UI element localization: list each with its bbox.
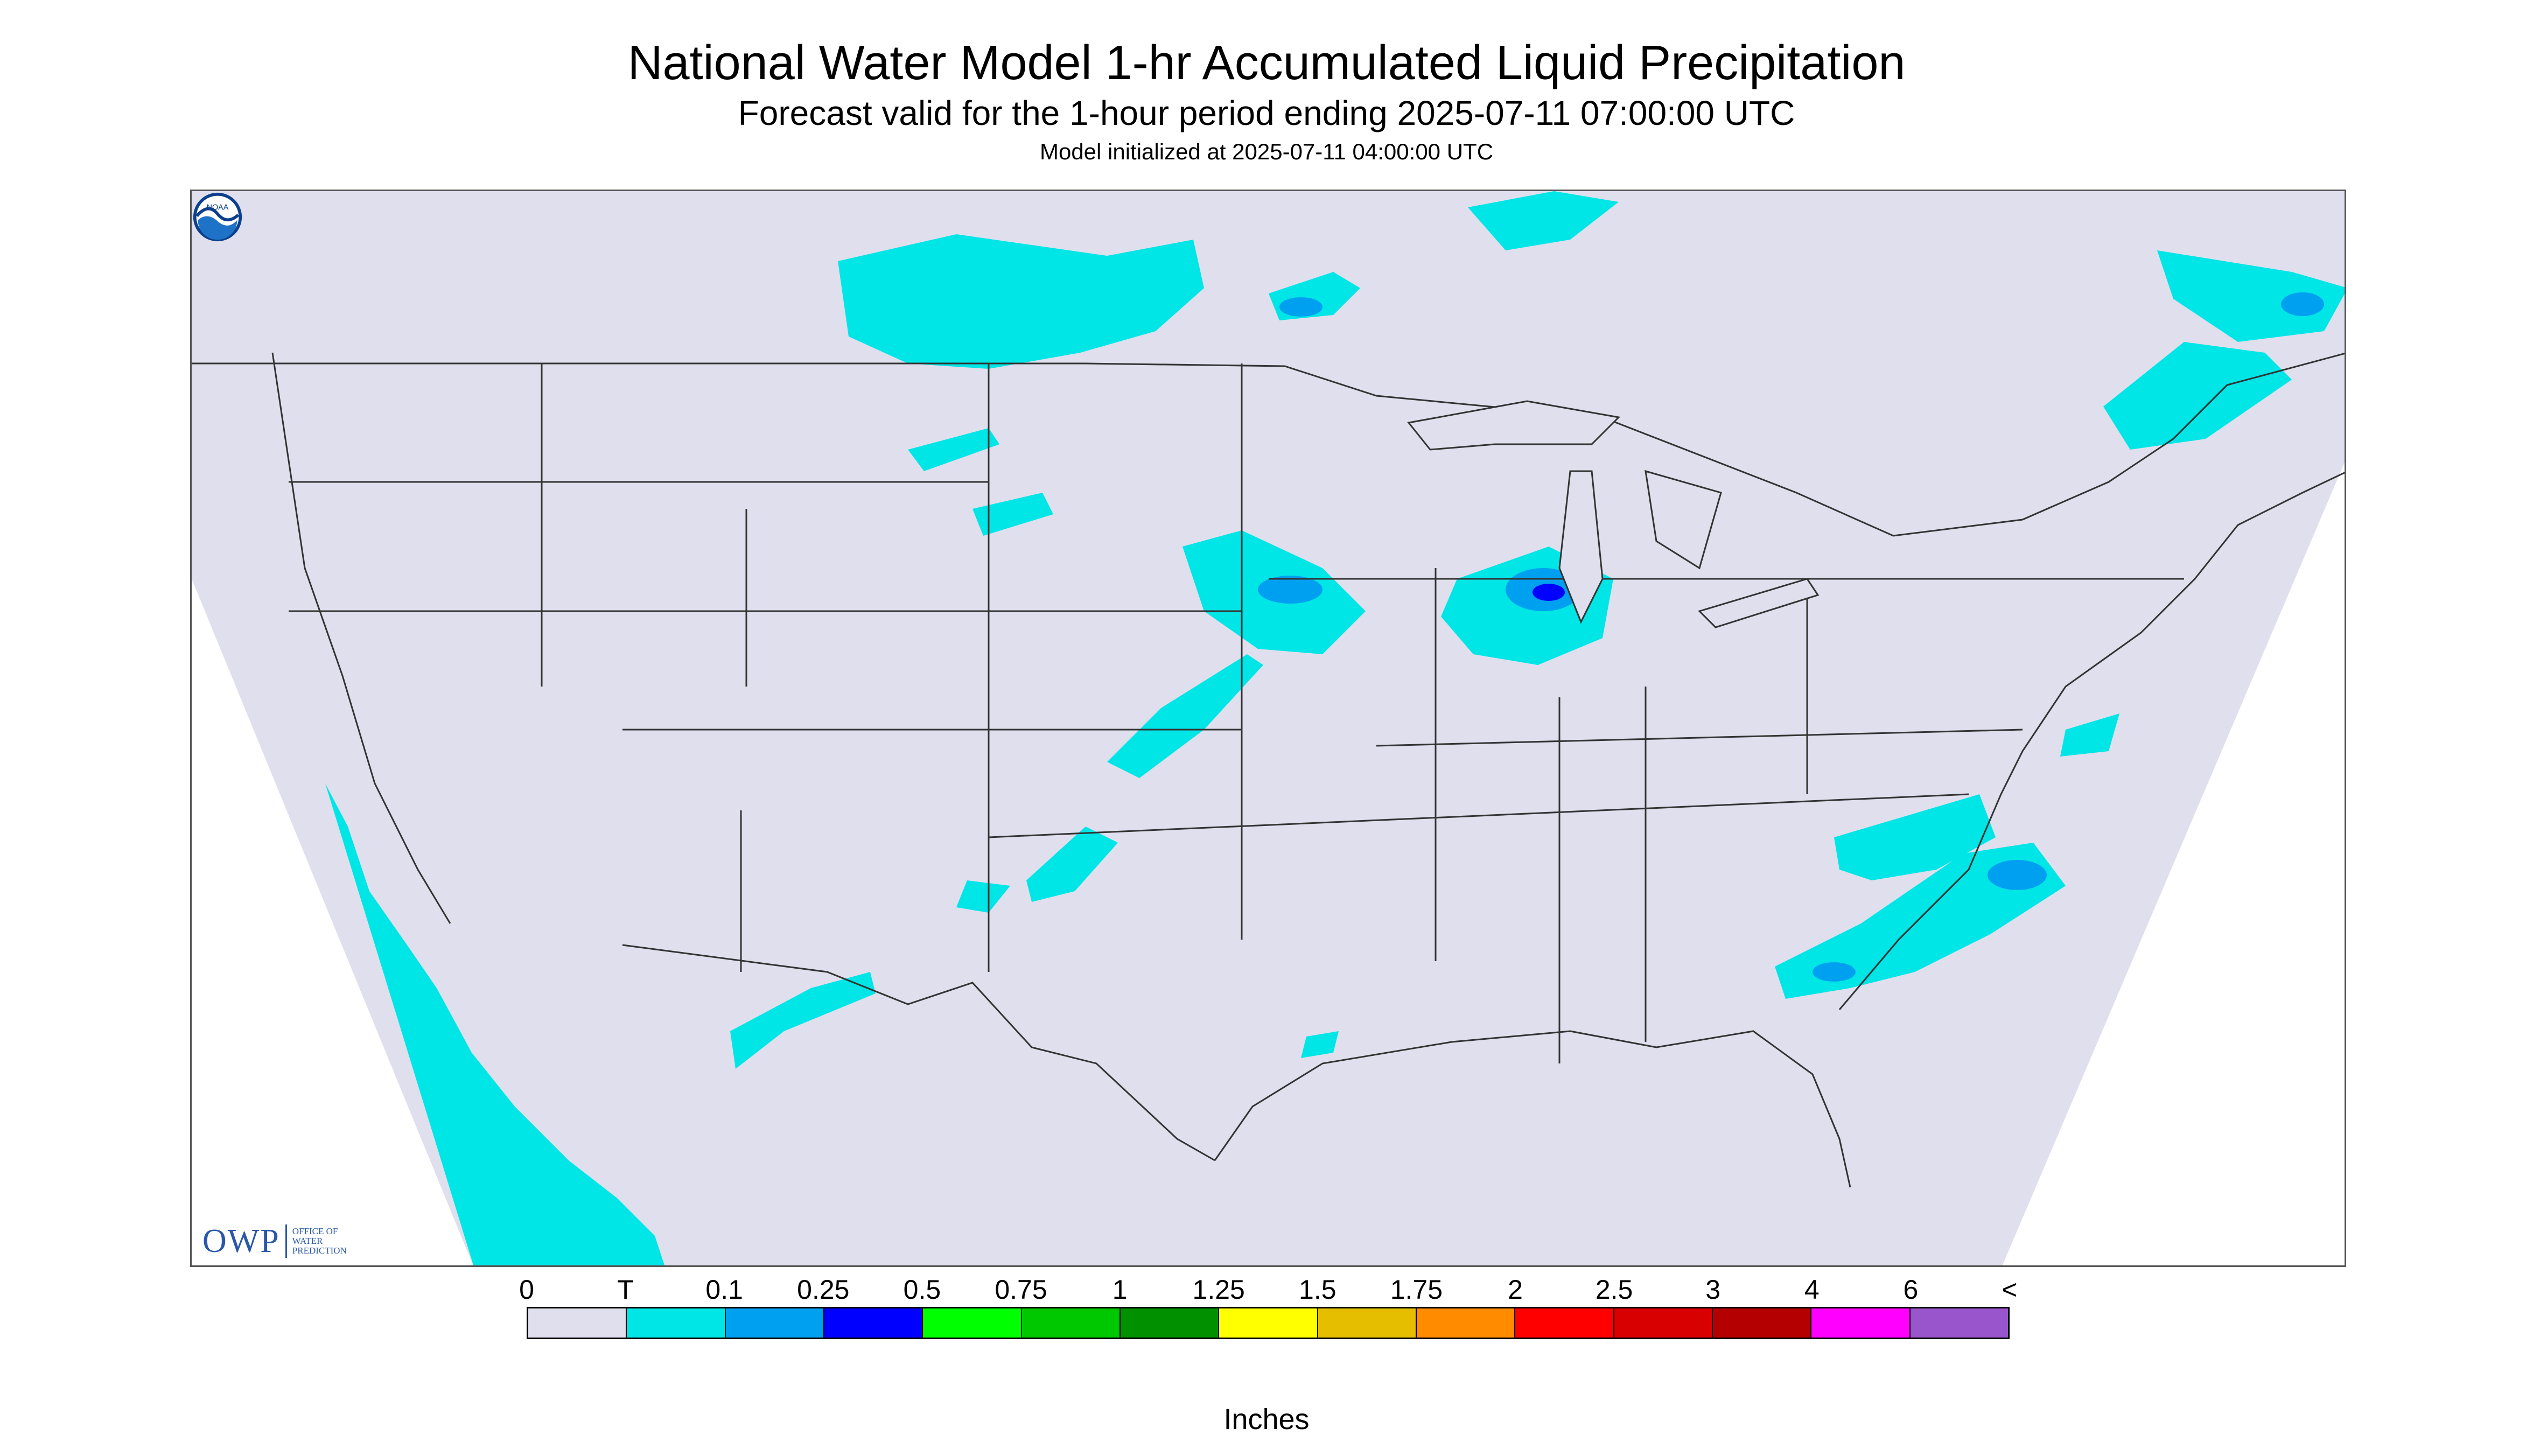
precipitation-map: OWP OFFICE OF WATER PREDICTION NOAA [190,190,2346,1267]
owp-logo-text: OFFICE OF WATER PREDICTION [292,1226,347,1256]
precip-core-iowa [1258,576,1323,604]
precip-core-wisconsin-inner [1533,584,1565,601]
boundary-lines [192,352,2345,1188]
map-canvas [192,191,2345,1265]
precip-core-manitoba [1279,297,1323,317]
legend-tick-label: 0.75 [995,1275,1047,1305]
pacific-coastline [271,352,451,924]
owp-logo-divider [285,1224,287,1258]
legend-tick-label: 1 [1112,1275,1128,1305]
lake-michigan [1558,470,1604,624]
precip-montana-bands-2 [972,493,1053,536]
lake-superior [1407,400,1621,451]
legend-tick-label: 0.1 [705,1275,743,1305]
precip-arizona [956,880,1010,913]
mexico-border [622,944,1215,1161]
precip-core-nc-offshore [1988,860,2047,890]
canada-border [192,353,2345,537]
legend-tick-label: 4 [1804,1275,1820,1305]
precip-virginia-carolina [1834,794,1996,880]
color-legend [527,1307,2010,1339]
no-data-region-west [192,579,473,1265]
precip-canada-central [838,234,1204,369]
noaa-logo-icon: NOAA [193,192,242,242]
precip-kansas-line [1107,654,1263,778]
legend-swatch [1021,1308,1121,1338]
legend-swatch [1416,1308,1516,1338]
precip-montana-bands [908,428,999,471]
owp-logo: OWP OFFICE OF WATER PREDICTION [202,1222,362,1260]
legend-tick-label: 1.25 [1192,1275,1245,1305]
legend-tick-label: 2.5 [1595,1275,1633,1305]
legend-tick-label: 1.5 [1299,1275,1337,1305]
legend-swatch [1515,1308,1614,1338]
owp-logo-mark: OWP [202,1222,280,1259]
legend-swatch [528,1308,627,1338]
legend-tick-label: < [2002,1275,2018,1305]
model-initialized-note: Model initialized at 2025-07-11 04:00:00… [1039,139,1494,164]
legend-swatch [1614,1308,1713,1338]
legend-swatch [627,1308,726,1338]
legend-swatch [824,1308,923,1338]
precip-quebec [2157,250,2345,342]
legend-swatch [1120,1308,1220,1338]
map-title: National Water Model 1-hr Accumulated Li… [627,36,1906,90]
noaa-logo-text: NOAA [207,204,229,212]
precip-canada-ontario [1468,191,1619,250]
legend-swatch [1219,1308,1318,1338]
lake-erie [1698,578,1820,628]
state-line-8 [988,793,1969,838]
precip-new-mexico [1026,827,1118,902]
legend-units-label: Inches [1223,1403,1310,1436]
atlantic-coastline [1838,472,2345,1010]
legend-swatch [1811,1308,1911,1338]
legend-swatch [1712,1308,1812,1338]
state-line-13 [1376,729,2023,747]
legend-tick-label: 0.5 [903,1275,941,1305]
no-data-region-east [2002,463,2345,1265]
lake-huron [1645,470,1722,570]
legend-tick-label: 1.75 [1390,1275,1443,1305]
precip-pacific-area [325,783,665,1265]
legend-tick-label: 0 [519,1275,534,1305]
precip-atlantic-cells [2060,713,2119,757]
legend-tick-label: 6 [1903,1275,1919,1305]
precip-ny-new-england [2103,342,2292,450]
precip-core-quebec [2281,292,2324,316]
great-lakes [1407,400,1820,628]
legend-tick-label: T [617,1275,634,1305]
precip-gulf-patches [1301,1031,1339,1058]
legend-swatch [1318,1308,1417,1338]
legend-swatch [725,1308,824,1338]
legend-swatch [923,1308,1022,1338]
precip-mexico-sierra [730,972,876,1069]
legend-tick-label: 2 [1508,1275,1523,1305]
gulf-coastline [1214,1030,1851,1188]
legend-tick-label: 0.25 [797,1275,850,1305]
legend-swatch [1910,1308,2008,1338]
precip-core-georgia-coast [1813,962,1856,982]
legend-tick-label: 3 [1705,1275,1721,1305]
forecast-valid-subtitle: Forecast valid for the 1-hour period end… [738,94,1795,132]
